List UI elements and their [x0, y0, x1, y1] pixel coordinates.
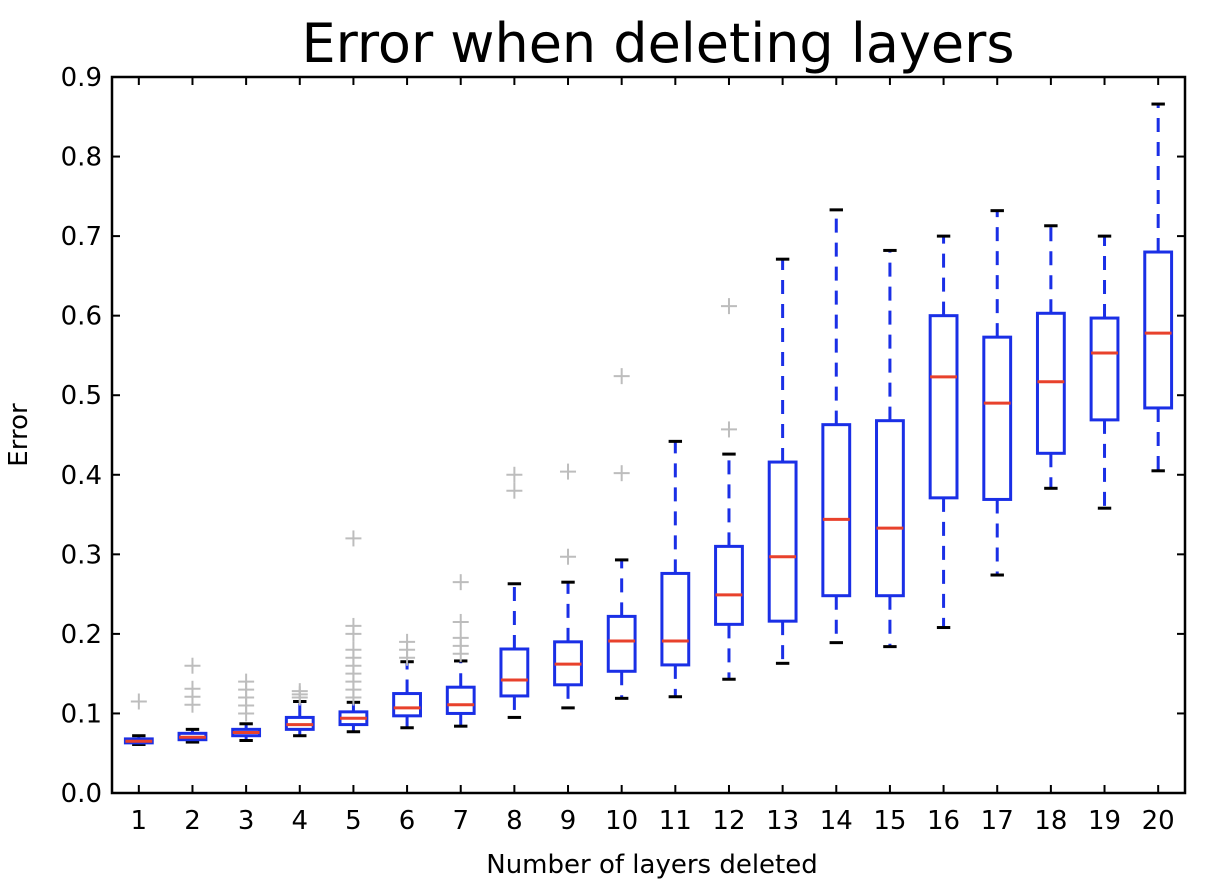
plot-area: 0.00.10.20.30.40.50.60.70.80.91 2 3 4 5 6 7 8 9 1…	[61, 63, 1187, 836]
x-tick-label: 11	[659, 806, 692, 836]
outlier-marker	[560, 548, 577, 565]
box-1	[123, 693, 154, 746]
x-tick-label: 14	[820, 806, 853, 836]
x-tick-label: 1	[131, 806, 148, 836]
x-tick-label: 15	[873, 806, 906, 836]
y-tick-label: 0.6	[61, 302, 102, 332]
box-9	[553, 463, 583, 710]
iqr-box	[1035, 311, 1066, 455]
iqr-box	[392, 692, 422, 718]
iqr-box	[714, 544, 744, 626]
outlier-marker	[452, 613, 469, 630]
box-6	[392, 633, 422, 730]
iqr-box	[1143, 250, 1174, 410]
iqr-box	[875, 419, 905, 598]
box-2	[177, 657, 208, 744]
y-tick-label: 0.7	[61, 222, 102, 252]
outlier-marker	[613, 368, 630, 385]
box-4	[284, 683, 315, 738]
x-tick-label: 4	[292, 806, 309, 836]
box-10	[606, 368, 637, 700]
box-15	[875, 248, 905, 649]
y-tick-label: 0.9	[61, 63, 102, 93]
x-tick-label: 5	[345, 806, 362, 836]
box-14	[821, 208, 852, 645]
outlier-marker	[130, 693, 147, 710]
outlier-marker	[506, 482, 523, 499]
x-tick-label: 17	[981, 806, 1014, 836]
outlier-marker	[452, 629, 469, 646]
x-tick-label: 9	[560, 806, 577, 836]
box-20	[1143, 102, 1174, 473]
x-tick-label: 6	[399, 806, 416, 836]
outlier-marker	[345, 617, 362, 634]
box-8	[499, 466, 530, 719]
y-tick-label: 0.0	[61, 779, 102, 809]
axes-frame	[110, 75, 1187, 795]
box-7	[445, 574, 476, 728]
x-tick-label: 19	[1088, 806, 1121, 836]
x-tick-label: 20	[1142, 806, 1175, 836]
box-17	[982, 209, 1013, 577]
iqr-box	[928, 314, 959, 500]
box-16	[928, 234, 959, 630]
box-13	[767, 257, 798, 665]
y-tick-label: 0.1	[61, 699, 102, 729]
x-tick-label: 3	[238, 806, 255, 836]
outlier-marker	[506, 466, 523, 483]
outlier-marker	[345, 530, 362, 547]
x-tick-label: 8	[506, 806, 523, 836]
y-tick-label: 0.2	[61, 620, 102, 650]
iqr-box	[767, 460, 798, 623]
box-5	[338, 530, 369, 734]
outlier-marker	[345, 641, 362, 658]
x-tick-label: 7	[452, 806, 469, 836]
iqr-box	[982, 335, 1013, 501]
box-11	[660, 439, 691, 699]
box-19	[1089, 234, 1120, 510]
iqr-box	[1089, 316, 1120, 422]
x-tick-label: 18	[1034, 806, 1067, 836]
y-tick-label: 0.3	[61, 540, 102, 570]
outlier-marker	[238, 673, 255, 690]
outlier-marker	[452, 574, 469, 591]
y-tick-label: 0.5	[61, 381, 102, 411]
iqr-box	[445, 685, 476, 715]
outlier-marker	[184, 680, 201, 697]
y-tick-label: 0.8	[61, 143, 102, 173]
y-axis-label: Error	[4, 403, 34, 467]
x-axis-label: Number of layers deleted	[486, 850, 818, 880]
outlier-marker	[291, 683, 308, 700]
chart-title: Error when deleting layers	[302, 12, 1015, 75]
x-tick-label: 12	[712, 806, 745, 836]
outlier-marker	[720, 421, 737, 438]
outlier-marker	[720, 298, 737, 315]
x-tick-label: 10	[605, 806, 638, 836]
box-3	[231, 673, 262, 742]
outlier-marker	[613, 465, 630, 482]
iqr-box	[821, 423, 852, 598]
y-tick-label: 0.4	[61, 461, 102, 491]
box-12	[714, 298, 744, 681]
box-18	[1035, 224, 1066, 490]
outlier-marker	[560, 463, 577, 480]
iqr-box	[660, 571, 691, 667]
outlier-marker	[399, 633, 416, 650]
x-tick-label: 13	[766, 806, 799, 836]
x-tick-label: 16	[927, 806, 960, 836]
iqr-box	[606, 614, 637, 673]
outlier-marker	[184, 657, 201, 674]
x-tick-label: 2	[184, 806, 201, 836]
iqr-box	[499, 647, 530, 698]
